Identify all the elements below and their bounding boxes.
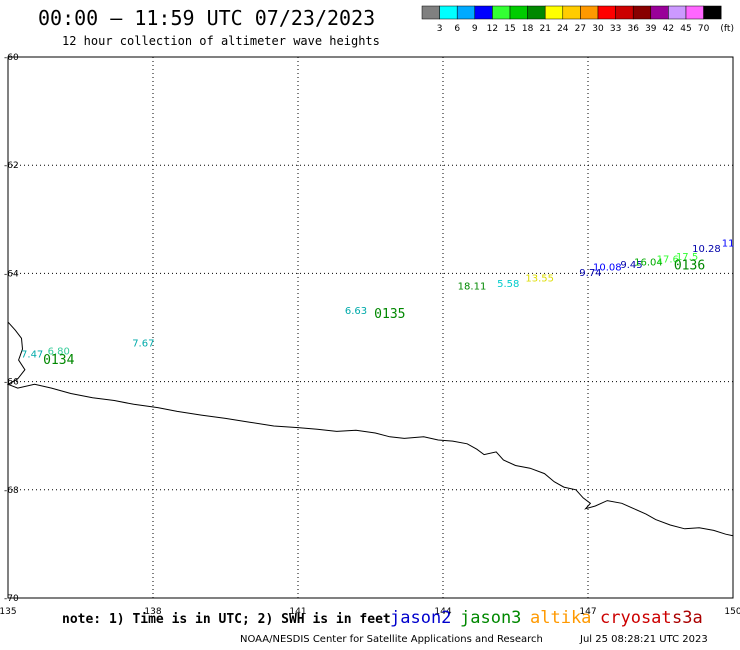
satellite-legend-cryosat: cryosat — [600, 608, 672, 628]
legend-label: 12 — [487, 24, 498, 34]
x-tick-label: 138 — [144, 607, 161, 617]
page-title: 00:00 – 11:59 UTC 07/23/2023 — [38, 6, 376, 30]
wave-height-observation: 18.11 — [458, 282, 487, 293]
satellite-legend-jason2: jason2 — [390, 608, 452, 628]
legend-label: 15 — [504, 24, 515, 34]
y-tick-label: -64 — [4, 269, 19, 279]
pass-time-label: 0135 — [374, 307, 405, 322]
wave-height-observation: 9.45 — [620, 260, 642, 271]
footer-note: note: 1) Time is in UTC; 2) SWH is in fe… — [62, 612, 391, 627]
pass-time-label: 0136 — [674, 258, 705, 273]
legend-label: 9 — [472, 24, 478, 34]
legend-label: 24 — [557, 24, 569, 34]
wave-height-observation: 16.04 — [634, 257, 663, 268]
legend-label: 36 — [627, 24, 639, 34]
wave-height-observation: 5.58 — [497, 279, 519, 290]
wave-height-observation: 10.28 — [692, 244, 721, 255]
legend-label: 3 — [437, 24, 443, 34]
wave-height-observation: 17.5 — [676, 252, 698, 263]
footer-organization: NOAA/NESDIS Center for Satellite Applica… — [240, 634, 543, 645]
legend-unit: (ft) — [720, 24, 734, 34]
x-tick-label: 141 — [289, 607, 306, 617]
y-tick-label: -62 — [4, 161, 19, 171]
legend-label: 27 — [575, 24, 586, 34]
satellite-legend-jason3: jason3 — [460, 608, 522, 628]
x-tick-label: 150 — [724, 607, 740, 617]
legend-label: 39 — [645, 24, 657, 34]
wave-height-observation: 13.55 — [525, 274, 554, 285]
legend-label: 70 — [698, 24, 710, 34]
legend-label: 45 — [680, 24, 691, 34]
antarctic-coastline — [6, 321, 734, 537]
legend-label: 18 — [522, 24, 534, 34]
x-tick-label: 147 — [579, 607, 596, 617]
wave-height-observation: 6.63 — [345, 306, 367, 317]
y-tick-label: -68 — [4, 486, 19, 496]
legend-label: 30 — [592, 24, 604, 34]
y-tick-label: -60 — [4, 53, 19, 63]
page-subtitle: 12 hour collection of altimeter wave hei… — [62, 34, 380, 48]
legend-label: 33 — [610, 24, 621, 34]
x-tick-label: 144 — [434, 607, 451, 617]
legend-label: 21 — [539, 24, 550, 34]
pass-time-label: 0134 — [43, 353, 74, 368]
wave-height-observation: 10.08 — [593, 263, 622, 274]
footer-timestamp: Jul 25 08:28:21 UTC 2023 — [580, 634, 708, 645]
wave-height-observation: 11 — [722, 238, 735, 249]
legend-label: 42 — [663, 24, 674, 34]
wave-height-observation: 7.67 — [132, 338, 154, 349]
legend-swatch — [703, 5, 722, 20]
y-tick-label: -70 — [4, 594, 19, 604]
satellite-legend-s3a: s3a — [672, 608, 703, 628]
x-tick-label: 135 — [0, 607, 17, 617]
wave-height-observation: 9.74 — [579, 268, 601, 279]
legend-label: 6 — [454, 24, 460, 34]
wave-height-color-legend: 3 6 9 12 15 18 21 24 27 30 33 36 39 42 45 70 (ft) — [421, 5, 734, 34]
map-frame — [7, 56, 734, 599]
wave-height-observation: 7.47 — [21, 349, 43, 360]
satellite-legend-altika: altika — [530, 608, 592, 628]
wave-height-observation: 6.80 — [48, 347, 70, 358]
wave-height-observation: 17.6 — [657, 255, 679, 266]
